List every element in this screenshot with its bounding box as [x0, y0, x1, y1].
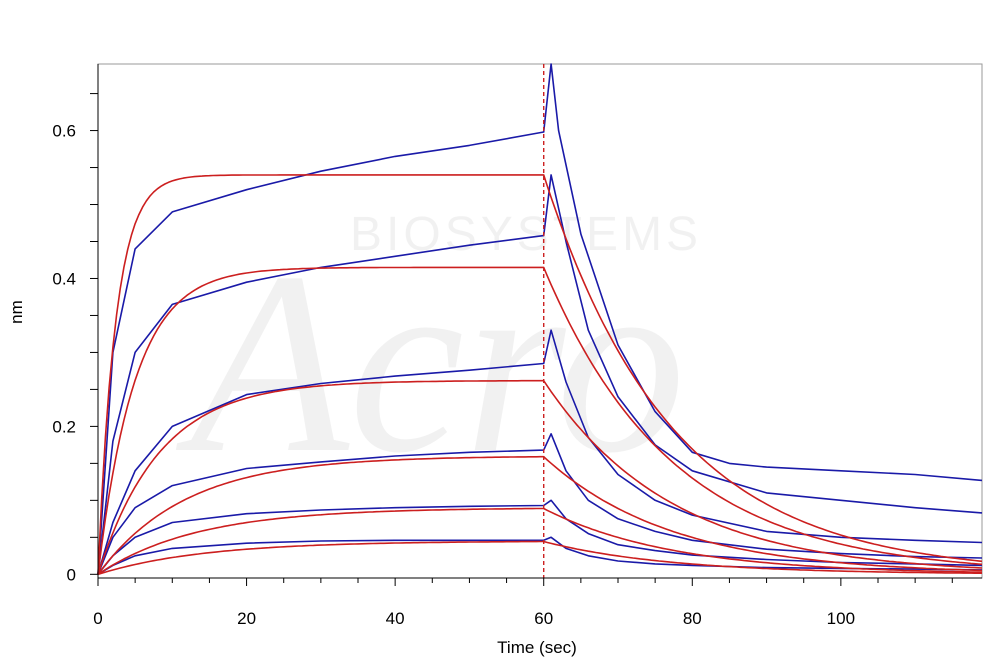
y-tick-label: 0 [67, 565, 76, 584]
y-axis-title: nm [7, 300, 26, 324]
measured-curve-5 [97, 499, 983, 575]
y-tick-label: 0.6 [52, 122, 76, 141]
fit-curve-12 [97, 540, 982, 576]
y-tick-label: 0.4 [52, 269, 76, 288]
y-tick-label: 0.2 [52, 417, 76, 436]
fit-curve-10 [97, 455, 983, 575]
fit-curve-11 [97, 507, 983, 575]
fit-curve-9 [97, 379, 983, 575]
measured-curve-1 [97, 63, 983, 575]
measured-curve-3 [97, 329, 983, 575]
plot-marks [97, 63, 983, 578]
x-tick-label: 80 [683, 609, 702, 628]
measured-curve-6 [97, 536, 983, 575]
fit-curve-8 [97, 266, 983, 575]
fit-curve-7 [97, 174, 983, 575]
measured-curve-2 [97, 174, 983, 575]
svg-text:BIOSYSTEMS: BIOSYSTEMS [350, 208, 702, 261]
x-tick-label: 20 [237, 609, 256, 628]
x-tick-label: 100 [827, 609, 855, 628]
x-axis-title: Time (sec) [497, 638, 577, 657]
axes: 0 0.2 0.4 0.6 0 20 40 60 80 100 [52, 64, 982, 628]
x-tick-label: 60 [534, 609, 553, 628]
x-tick-label: 40 [386, 609, 405, 628]
measured-curve-4 [97, 433, 983, 575]
x-tick-label: 0 [93, 609, 102, 628]
